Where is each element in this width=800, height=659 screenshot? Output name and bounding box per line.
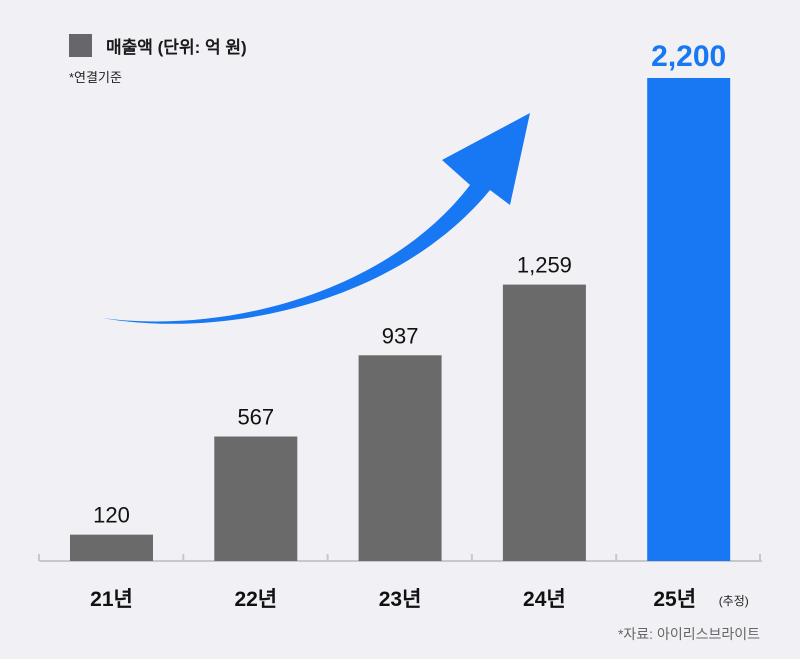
data-label: 937 — [382, 323, 419, 348]
basis-note: *연결기준 — [69, 70, 122, 85]
x-tick-label: 23년 — [379, 588, 422, 611]
bar-22년 — [214, 436, 298, 561]
bar-21년 — [70, 534, 153, 561]
legend-label: 매출액 (단위: 억 원) — [106, 38, 247, 57]
source-note: *자료: 아이리스브라이트 — [617, 626, 760, 642]
estimate-note: (추정) — [719, 594, 749, 608]
x-tick-label: 22년 — [234, 588, 277, 611]
data-label: 1,259 — [517, 253, 572, 278]
growth-arrow — [102, 113, 530, 324]
x-tick-label: 24년 — [523, 588, 566, 611]
bar-25년 — [647, 78, 731, 561]
bar-24년 — [502, 284, 586, 561]
data-label: 567 — [237, 405, 274, 430]
x-tick-label: 25년 — [653, 588, 696, 611]
data-label: 2,200 — [651, 40, 726, 73]
legend-swatch — [69, 34, 92, 57]
legend: 매출액 (단위: 억 원) — [69, 33, 247, 58]
data-label: 120 — [93, 503, 130, 528]
x-tick-label: 21년 — [90, 588, 133, 611]
bar-23년 — [358, 355, 442, 561]
